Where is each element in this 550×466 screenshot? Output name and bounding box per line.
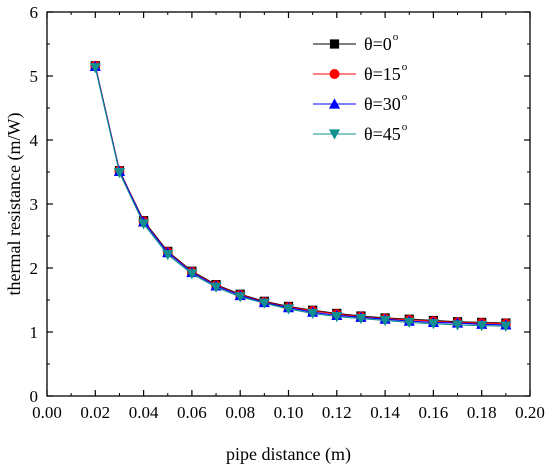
- x-tick-label: 0.10: [274, 403, 304, 422]
- x-tick-label: 0.12: [322, 403, 352, 422]
- series-line: [94, 65, 506, 324]
- legend-marker: [328, 129, 341, 140]
- series-2: [89, 60, 512, 330]
- x-tick-label: 0.04: [129, 403, 159, 422]
- data-point: [403, 317, 415, 328]
- data-point: [162, 249, 174, 261]
- x-tick-label: 0.18: [467, 403, 497, 422]
- legend-label-degree: o: [402, 91, 408, 103]
- y-tick-label: 2: [30, 259, 39, 278]
- series-line: [94, 65, 506, 325]
- series-1: [90, 60, 511, 329]
- data-point: [331, 312, 343, 323]
- x-tick-label: 0.16: [419, 403, 449, 422]
- series-line: [94, 66, 506, 326]
- series-0: [90, 61, 511, 328]
- data-point: [210, 282, 222, 293]
- series-3: [89, 63, 512, 332]
- data-point: [379, 315, 391, 327]
- data-point: [138, 219, 150, 230]
- y-tick-label: 1: [30, 323, 39, 342]
- x-tick-label: 0.08: [225, 403, 255, 422]
- x-axis-title: pipe distance (m): [226, 444, 351, 465]
- legend-label-degree: o: [402, 61, 408, 73]
- x-tick-label: 0.06: [177, 403, 207, 422]
- data-point: [451, 320, 464, 331]
- y-tick-label: 6: [30, 3, 39, 22]
- y-tick-label: 3: [30, 195, 39, 214]
- legend-label-degree: o: [402, 121, 408, 133]
- data-point: [427, 319, 439, 330]
- x-tick-label: 0.20: [515, 403, 545, 422]
- legend-entry: θ=0 o: [313, 31, 399, 54]
- plot-frame: [46, 11, 531, 397]
- legend-entry: θ=15 o: [313, 61, 408, 84]
- legend-label: θ=30: [364, 94, 401, 114]
- legend-marker: [329, 69, 340, 79]
- data-point: [355, 313, 367, 325]
- y-axis-title: thermal resistance (m/W): [4, 113, 25, 296]
- data-point: [186, 269, 198, 280]
- legend-marker: [328, 98, 341, 109]
- series-line: [94, 67, 506, 327]
- legend-label: θ=45: [364, 124, 401, 144]
- data-point: [476, 321, 488, 332]
- data-point: [113, 168, 126, 179]
- y-tick-label: 5: [30, 67, 39, 86]
- y-tick-label: 0: [30, 387, 39, 406]
- data-point: [258, 298, 270, 309]
- legend-entry: θ=30 o: [313, 91, 408, 114]
- x-tick-label: 0.00: [32, 403, 62, 422]
- legend-label: θ=0: [364, 34, 392, 54]
- data-point: [500, 321, 512, 332]
- legend-label: θ=15: [364, 64, 401, 84]
- legend-label-degree: o: [393, 31, 399, 43]
- x-tick-label: 0.02: [80, 403, 110, 422]
- legend-entry: θ=45 o: [313, 121, 408, 144]
- data-point: [307, 308, 319, 320]
- y-tick-label: 4: [30, 131, 39, 150]
- data-point: [234, 292, 246, 303]
- data-point: [89, 63, 101, 74]
- x-tick-label: 0.14: [370, 403, 400, 422]
- legend-marker: [329, 39, 340, 49]
- data-point: [282, 304, 295, 315]
